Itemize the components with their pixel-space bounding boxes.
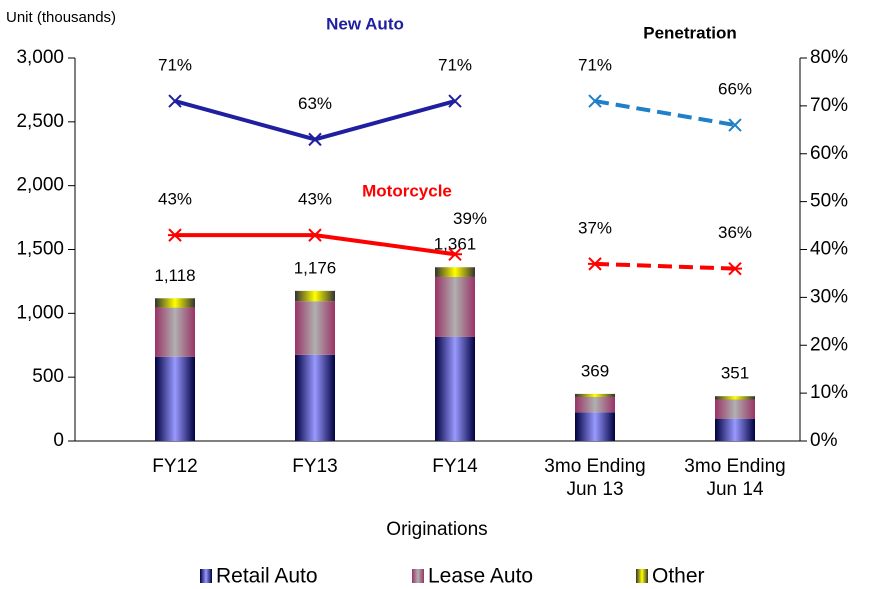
total-label: 1,118 — [154, 266, 195, 285]
bar-segment — [575, 396, 615, 413]
marker — [588, 94, 602, 108]
marker — [168, 94, 182, 108]
bar-segment — [575, 393, 615, 397]
data-label: 71% — [578, 56, 612, 75]
unit-label: Unit (thousands) — [6, 9, 116, 26]
line — [594, 99, 736, 127]
bar-segment — [155, 356, 195, 441]
bar-segment — [435, 267, 475, 277]
data-label: 43% — [158, 190, 192, 209]
x-tick-label: 3mo Ending Jun 14 — [684, 456, 786, 500]
bar-segment — [295, 290, 335, 302]
bar-segment — [435, 276, 475, 337]
legend-label: Other — [652, 565, 705, 588]
data-label: 71% — [158, 56, 192, 75]
y-tick-label: 2,000 — [16, 175, 64, 196]
data-label: 63% — [298, 94, 332, 113]
series-label: Motorcycle — [362, 181, 452, 200]
bar-segment — [295, 301, 335, 355]
y2-tick-label: 40% — [810, 239, 848, 260]
y2-tick-label: 0% — [810, 430, 838, 451]
y2-title: Penetration — [643, 23, 737, 42]
bar-segment — [715, 399, 755, 419]
y2-tick-label: 50% — [810, 191, 848, 212]
legend-swatch — [636, 569, 648, 583]
y-tick-label: 0 — [53, 430, 64, 451]
legend-label: Retail Auto — [216, 565, 318, 588]
bar-segment — [715, 418, 755, 441]
y2-tick-label: 20% — [810, 334, 848, 355]
marker — [448, 94, 462, 108]
marker — [168, 228, 182, 242]
bar-segment — [155, 307, 195, 357]
x-tick-label: FY13 — [292, 456, 338, 477]
y-tick-label: 3,000 — [16, 47, 64, 68]
data-label: 66% — [718, 80, 752, 99]
x-tick-label: FY14 — [432, 456, 478, 477]
x-tick-label: FY12 — [152, 456, 198, 477]
y-tick-label: 1,000 — [16, 302, 64, 323]
y2-tick-label: 80% — [810, 47, 848, 68]
y2-tick-label: 10% — [810, 382, 848, 403]
legend-swatch — [412, 569, 424, 583]
bar-segment — [295, 354, 335, 441]
total-label: 1,361 — [434, 235, 477, 254]
marker — [308, 132, 322, 147]
total-label: 1,176 — [294, 258, 337, 277]
data-label: 39% — [453, 209, 487, 228]
y-tick-label: 500 — [32, 366, 64, 387]
data-label: 37% — [578, 218, 612, 237]
bar-segment — [155, 298, 195, 308]
y2-tick-label: 30% — [810, 286, 848, 307]
x-axis-title: Originations — [386, 519, 487, 540]
marker — [728, 118, 742, 132]
total-label: 351 — [721, 364, 749, 383]
y2-tick-label: 60% — [810, 143, 848, 164]
data-label: 71% — [438, 56, 472, 75]
y-tick-label: 2,500 — [16, 111, 64, 132]
y-tick-label: 1,500 — [16, 239, 64, 260]
legend-swatch — [200, 569, 212, 583]
marker — [728, 261, 742, 276]
x-tick-label: 3mo Ending Jun 13 — [544, 456, 646, 500]
bar-segment — [715, 396, 755, 400]
line — [594, 261, 736, 271]
bar-segment — [575, 412, 615, 441]
legend-label: Lease Auto — [428, 565, 533, 588]
data-label: 36% — [718, 223, 752, 242]
bar-segment — [435, 336, 475, 441]
y2-tick-label: 70% — [810, 95, 848, 116]
marker — [308, 228, 322, 242]
series-label: New Auto — [326, 14, 404, 33]
marker — [588, 257, 602, 271]
total-label: 369 — [581, 361, 609, 380]
marker — [448, 247, 462, 261]
line — [175, 233, 456, 257]
data-label: 43% — [298, 190, 332, 209]
